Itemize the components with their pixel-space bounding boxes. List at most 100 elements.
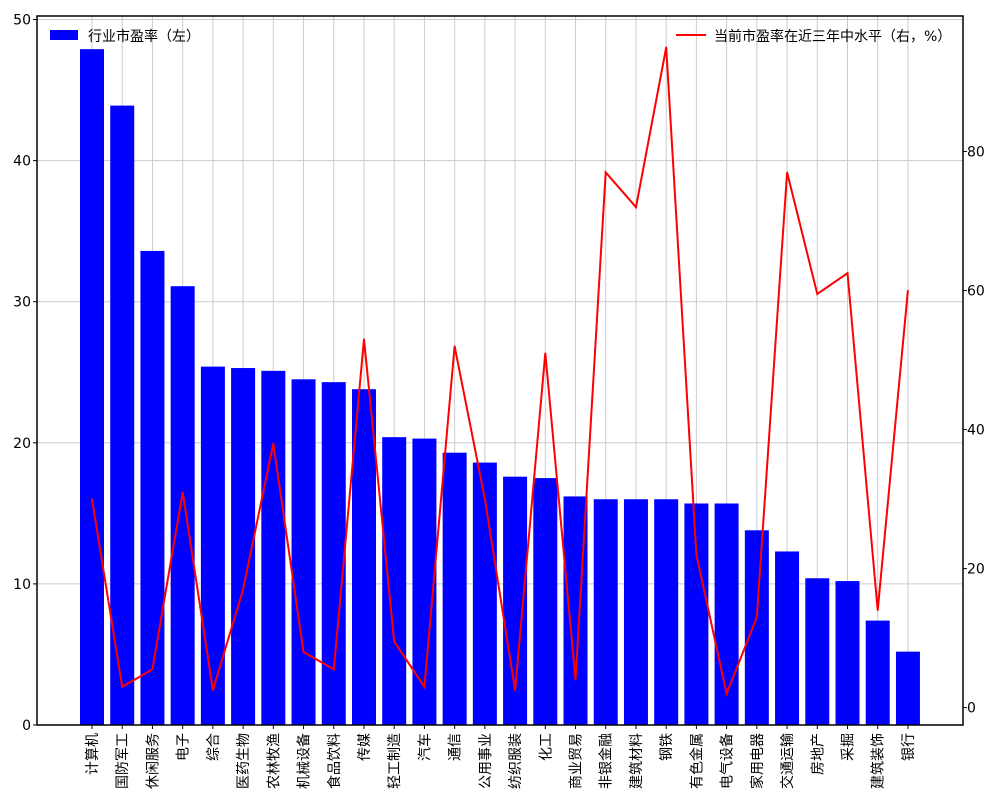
bar-series	[80, 49, 920, 725]
bar-24	[775, 551, 800, 725]
line-point-23	[756, 616, 758, 619]
line-series	[91, 46, 909, 698]
bar-26	[835, 581, 860, 725]
legend-bar-label: 行业市盈率（左）	[88, 28, 200, 45]
line-point-9	[332, 668, 335, 671]
bar-27	[865, 620, 890, 725]
line-point-5	[212, 689, 214, 692]
category-label: 建筑装饰	[871, 733, 887, 789]
line-point-22	[725, 692, 728, 695]
bar-21	[684, 503, 709, 725]
category-label: 纺织服装	[508, 733, 524, 789]
line-point-18	[604, 171, 607, 174]
bar-4	[170, 286, 195, 725]
left-tick-label: 20	[13, 436, 31, 452]
bar-19	[623, 499, 648, 725]
category-label: 银行	[901, 733, 917, 761]
category-label: 传媒	[357, 733, 373, 761]
bar-16	[533, 478, 558, 725]
line-path	[91, 47, 909, 698]
bar-11	[382, 437, 407, 725]
category-label: 建筑材料	[629, 733, 645, 789]
category-label: 机械设备	[296, 733, 313, 789]
bar-3	[140, 250, 165, 725]
category-label: 房地产	[810, 733, 826, 775]
legend-right: 当前市盈率在近三年中水平（右，%）	[676, 28, 951, 45]
category-label: 商业贸易	[569, 733, 585, 789]
legend-line-label: 当前市盈率在近三年中水平（右，%）	[714, 28, 951, 45]
bar-23	[744, 530, 769, 725]
bar-10	[351, 389, 376, 725]
bar-14	[472, 462, 497, 725]
line-point-10	[363, 338, 365, 341]
category-label: 轻工制造	[387, 733, 403, 789]
left-tick-label: 0	[22, 718, 31, 734]
line-point-7	[272, 442, 275, 445]
bar-5	[200, 366, 225, 725]
right-tick-label: 0	[967, 701, 976, 717]
line-point-13	[453, 345, 456, 347]
line-point-20	[665, 46, 667, 49]
legend-bar-swatch	[50, 30, 78, 40]
right-tick-label: 60	[967, 284, 985, 300]
category-label: 汽车	[416, 733, 433, 761]
bar-9	[321, 382, 346, 725]
line-point-11	[393, 640, 396, 643]
bar-1	[80, 49, 104, 725]
category-label: 通信	[448, 733, 464, 761]
left-axis-ticks: 0 10 20 30 40 50	[13, 13, 37, 734]
line-point-8	[302, 651, 305, 653]
right-tick-label: 40	[967, 423, 985, 439]
line-point-12	[423, 685, 426, 688]
bar-8	[291, 379, 316, 725]
line-point-15	[514, 689, 516, 692]
bar-25	[805, 578, 830, 725]
bar-22	[714, 503, 739, 725]
right-axis-ticks: 0 20 40 60 80	[963, 145, 985, 717]
line-point-26	[846, 272, 849, 274]
bar-15	[503, 476, 528, 725]
left-tick-label: 50	[13, 13, 31, 29]
category-label: 计算机	[85, 733, 101, 775]
line-point-24	[786, 171, 788, 174]
category-label: 国防军工	[115, 733, 131, 789]
category-label: 家用电器	[749, 733, 766, 789]
line-point-3	[151, 668, 154, 671]
category-label: 休闲服务	[145, 733, 161, 789]
x-axis-ticks: 计算机 国防军工 休闲服务 电子 综合 医药生物 农林牧渔 机械设备 食品饮料 传媒 轻工制造 汽车通…	[85, 725, 917, 789]
category-label: 化工	[538, 733, 554, 761]
line-point-25	[816, 293, 819, 295]
bar-18	[593, 499, 618, 725]
category-label: 交通运输	[779, 733, 796, 789]
category-label: 农林牧渔	[266, 733, 282, 789]
legend-left: 行业市盈率（左）	[50, 28, 200, 45]
bar-7	[261, 370, 286, 725]
bar-2	[110, 105, 135, 725]
line-point-21	[695, 553, 698, 556]
line-point-16	[544, 352, 547, 354]
category-label: 电气设备	[719, 733, 736, 789]
category-label: 公用事业	[478, 733, 494, 789]
line-point-2	[121, 685, 124, 688]
category-label: 钢铁	[659, 733, 675, 761]
bar-28	[895, 651, 920, 725]
right-tick-label: 80	[967, 145, 985, 161]
category-label: 综合	[206, 733, 222, 761]
category-label: 采掘	[841, 733, 857, 761]
line-point-4	[181, 491, 184, 493]
line-point-27	[876, 609, 879, 612]
bar-20	[654, 499, 679, 725]
category-label: 有色金属	[688, 733, 705, 789]
line-point-14	[484, 498, 486, 500]
category-label: 非银金融	[599, 733, 615, 789]
left-tick-label: 40	[13, 154, 31, 170]
left-tick-label: 30	[13, 295, 31, 311]
bar-13	[442, 452, 467, 725]
plot-frame	[36, 15, 964, 726]
right-tick-label: 20	[967, 562, 985, 578]
line-point-1	[91, 498, 93, 500]
category-label: 电子	[176, 733, 192, 761]
line-point-28	[907, 289, 909, 292]
line-point-17	[574, 679, 577, 681]
